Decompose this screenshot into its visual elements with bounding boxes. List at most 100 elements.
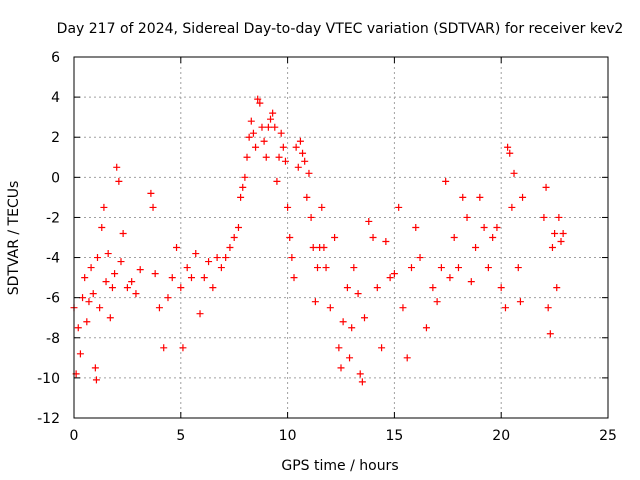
x-axis-label: GPS time / hours: [281, 458, 398, 474]
data-point: [296, 137, 304, 145]
data-point: [484, 264, 492, 272]
data-point: [365, 217, 373, 225]
data-point: [249, 129, 257, 137]
data-point: [187, 274, 195, 282]
data-point: [555, 213, 563, 221]
data-point: [93, 254, 101, 262]
data-point: [305, 169, 313, 177]
data-point: [299, 149, 307, 157]
data-point: [281, 157, 289, 165]
data-point: [348, 324, 356, 332]
data-point: [346, 354, 354, 362]
data-point: [497, 284, 505, 292]
data-point: [378, 344, 386, 352]
y-axis-label: SDTVAR / TECUs: [6, 181, 22, 296]
data-point: [85, 298, 93, 306]
data-point: [111, 270, 119, 278]
data-point: [151, 270, 159, 278]
data-point: [459, 193, 467, 201]
data-point: [104, 250, 112, 258]
data-point: [314, 264, 322, 272]
x-tick-label: 0: [70, 428, 79, 444]
data-points: [70, 95, 567, 386]
data-point: [254, 95, 262, 103]
data-point: [429, 284, 437, 292]
data-point: [196, 310, 204, 318]
data-point: [230, 234, 238, 241]
data-point: [546, 330, 554, 338]
data-point: [354, 290, 362, 298]
data-point: [76, 350, 84, 358]
data-point: [309, 244, 317, 252]
data-point: [322, 264, 330, 272]
data-point: [74, 324, 82, 332]
data-point: [395, 203, 403, 211]
data-point: [504, 143, 512, 151]
data-point: [247, 117, 255, 125]
data-point: [177, 284, 185, 292]
x-tick-label: 5: [176, 428, 185, 444]
ticks: 0 5 10 15 20 25 -12 -10 -8 -6 -4 -2 0 2 4 6: [37, 50, 617, 444]
data-point: [399, 304, 407, 312]
data-point: [256, 99, 264, 107]
data-point: [128, 278, 136, 286]
data-point: [113, 163, 121, 171]
data-point: [205, 258, 213, 266]
grid: [74, 57, 608, 418]
plot-frame: [73, 56, 609, 419]
data-point: [269, 109, 277, 117]
data-point: [301, 157, 309, 165]
data-point: [98, 223, 106, 231]
data-point: [493, 223, 501, 231]
data-point: [422, 324, 430, 332]
data-point: [91, 364, 99, 372]
data-point: [132, 290, 140, 298]
data-point: [173, 244, 181, 252]
data-point: [179, 344, 187, 352]
data-point: [115, 177, 123, 185]
data-point: [307, 213, 315, 221]
data-point: [83, 318, 91, 326]
data-point: [258, 123, 266, 131]
data-point: [450, 234, 458, 241]
y-tick-label: 6: [51, 50, 60, 66]
data-point: [222, 254, 230, 262]
data-point: [303, 193, 311, 201]
data-point: [96, 304, 104, 312]
data-point: [559, 229, 567, 237]
data-point: [489, 234, 497, 241]
data-point: [168, 274, 176, 282]
data-point: [553, 284, 561, 292]
data-point: [226, 244, 234, 252]
data-point: [164, 294, 172, 302]
data-point: [386, 274, 394, 282]
data-point: [100, 203, 108, 211]
data-point: [433, 298, 441, 306]
data-point: [320, 244, 328, 252]
data-point: [416, 254, 424, 262]
data-point: [442, 177, 450, 185]
data-point: [160, 344, 168, 352]
chart-title: Day 217 of 2024, Sidereal Day-to-day VTE…: [57, 21, 624, 37]
data-point: [92, 376, 100, 384]
data-point: [292, 143, 300, 151]
data-point: [284, 203, 292, 211]
data-point: [264, 123, 272, 131]
data-point: [446, 274, 454, 282]
y-tick-label: -8: [46, 331, 60, 347]
data-point: [147, 189, 155, 197]
data-point: [217, 264, 225, 272]
data-point: [260, 137, 268, 145]
data-point: [437, 264, 445, 272]
data-point: [183, 264, 191, 272]
data-point: [108, 284, 116, 292]
data-point: [290, 274, 298, 282]
data-point: [335, 344, 343, 352]
data-point: [279, 143, 287, 151]
data-point: [326, 304, 334, 312]
data-point: [81, 274, 89, 282]
y-tick-label: 0: [51, 170, 60, 186]
y-tick-label: 4: [51, 90, 60, 106]
